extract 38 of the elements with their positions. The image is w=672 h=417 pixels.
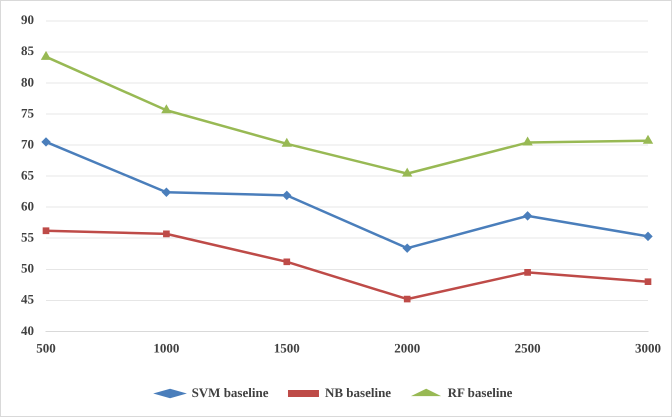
point <box>283 258 290 266</box>
y-tick-label: 85 <box>21 43 34 58</box>
point <box>644 232 652 241</box>
y-tick-label: 60 <box>21 198 34 214</box>
x-tick-label: 3000 <box>635 340 661 356</box>
y-tick-label: 65 <box>21 167 34 182</box>
y-tick-label: 90 <box>21 12 34 28</box>
point <box>163 230 170 238</box>
point <box>522 137 532 146</box>
point <box>282 138 292 147</box>
x-tick-label: 500 <box>36 340 56 356</box>
point <box>42 227 50 234</box>
point <box>523 211 532 220</box>
legend-label: NB baseline <box>324 384 392 400</box>
point <box>404 296 411 302</box>
y-tick-label: 40 <box>21 322 34 338</box>
y-tick-label: 80 <box>21 74 34 90</box>
y-tick-label: 70 <box>21 136 34 152</box>
point <box>41 51 51 60</box>
y-tick-label: 75 <box>21 105 34 120</box>
point <box>42 137 50 146</box>
legend-label: SVM baseline <box>192 384 269 400</box>
y-tick-label: 45 <box>21 292 34 307</box>
point <box>524 269 531 276</box>
point <box>162 188 171 197</box>
x-tick-label: 1500 <box>274 340 300 356</box>
x-tick-label: 2500 <box>514 340 541 356</box>
point <box>282 190 292 200</box>
x-tick-label: 2000 <box>394 340 420 356</box>
legend-label: RF baseline <box>448 384 513 400</box>
x-tick-label: 1000 <box>153 340 180 356</box>
y-tick-label: 50 <box>21 260 34 276</box>
point <box>644 278 652 286</box>
point <box>402 244 412 253</box>
point <box>162 104 172 114</box>
point <box>402 168 412 177</box>
point <box>643 135 653 144</box>
y-tick-label: 55 <box>21 230 34 245</box>
